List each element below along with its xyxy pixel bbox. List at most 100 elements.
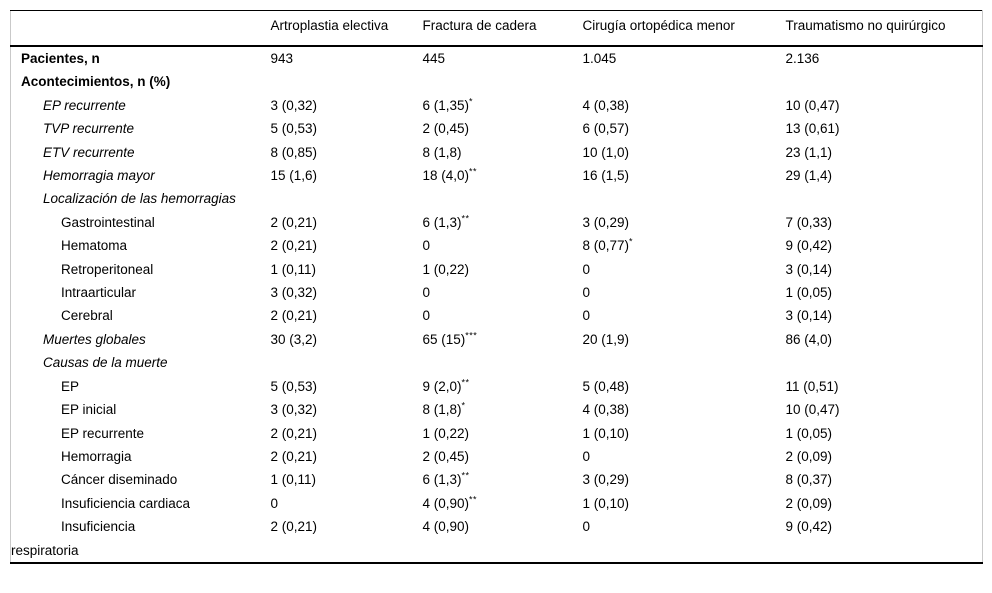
value-cell: 16 (1,5) (582, 168, 630, 184)
table-row: Insuficiencia respiratoria 2 (0,21) 4 (0,9… (11, 515, 983, 563)
table-row: Localización de las hemorragias (11, 187, 983, 210)
value-cell: 86 (4,0) (785, 331, 833, 347)
table-row: Retroperitoneal 1 (0,11) 1 (0,22) 0 3 (0,14) (11, 258, 983, 281)
value-cell: 5 (0,53) (270, 378, 318, 394)
significance-marker: ** (461, 377, 470, 388)
significance-marker: *** (465, 330, 478, 341)
value-cell: 1 (0,05) (785, 425, 833, 441)
row-label: Insuficiencia cardiaca (61, 495, 191, 511)
value-cell: 2 (0,21) (270, 519, 318, 535)
table-row: Cáncer diseminado 1 (0,11) 6 (1,3)** 3 (0,2… (11, 468, 983, 491)
value-cell: 9 (0,42) (785, 238, 833, 254)
value-cell: 2 (0,45) (422, 121, 470, 137)
value-cell (784, 351, 983, 374)
table-row: Causas de la muerte (11, 351, 983, 374)
value-cell: 10 (1,0) (582, 144, 630, 160)
table-body: Pacientes, n 943 445 1.045 2.136 Acontecimien… (11, 46, 983, 563)
table-row: EP recurrente 2 (0,21) 1 (0,22) 1 (0,10) 1 (… (11, 422, 983, 445)
row-label: ETV recurrente (43, 144, 135, 160)
value-cell: 20 (1,9) (582, 331, 630, 347)
value-cell (581, 187, 784, 210)
value-cell: 23 (1,1) (785, 144, 833, 160)
row-label: Gastrointestinal (61, 214, 155, 230)
significance-marker: * (469, 96, 474, 107)
row-label: Cáncer diseminado (61, 472, 178, 488)
value-cell: 10 (0,47) (785, 97, 840, 113)
value-cell: 8 (0,37) (785, 472, 833, 488)
value-cell: 18 (4,0)** (422, 166, 478, 184)
value-cell: 6 (1,35)* (422, 96, 474, 113)
value-cell: 4 (0,38) (582, 402, 630, 418)
row-label: Cerebral (61, 308, 113, 324)
row-label: Retroperitoneal (61, 261, 154, 277)
value-cell (269, 70, 421, 93)
table-row: Intraarticular 3 (0,32) 0 0 1 (0,05) (11, 281, 983, 304)
significance-marker: * (461, 400, 466, 411)
value-cell (581, 351, 784, 374)
row-label: EP (61, 378, 80, 394)
value-cell (784, 70, 983, 93)
value-cell: 7 (0,33) (785, 214, 833, 230)
value-cell: 2 (0,21) (270, 448, 318, 464)
table-row: Pacientes, n 943 445 1.045 2.136 (11, 46, 983, 70)
value-cell: 1 (0,22) (422, 261, 470, 277)
row-label: Localización de las hemorragias (43, 191, 236, 207)
value-cell: 0 (582, 261, 591, 277)
value-cell: 0 (582, 448, 591, 464)
table-row: Insuficiencia cardiaca 0 4 (0,90)** 1 (0,10… (11, 492, 983, 515)
significance-marker: ** (461, 213, 470, 224)
value-cell: 943 (270, 51, 294, 66)
value-cell: 10 (0,47) (785, 402, 840, 418)
value-cell: 0 (270, 495, 279, 511)
value-cell: 0 (582, 308, 591, 324)
value-cell: 1.045 (582, 51, 617, 66)
value-cell: 2.136 (785, 51, 820, 66)
value-cell: 3 (0,14) (785, 308, 833, 324)
table-row: Hematoma 2 (0,21) 0 8 (0,77)* 9 (0,42) (11, 234, 983, 257)
value-cell: 2 (0,09) (785, 495, 833, 511)
value-cell: 0 (422, 308, 431, 324)
value-cell: 2 (0,45) (422, 448, 470, 464)
value-cell: 9 (0,42) (785, 519, 833, 535)
value-cell (269, 351, 421, 374)
value-cell: 5 (0,53) (270, 121, 318, 137)
value-cell (581, 70, 784, 93)
row-label: Intraarticular (61, 285, 137, 301)
value-cell: 30 (3,2) (270, 331, 318, 347)
value-cell: 1 (0,10) (582, 495, 630, 511)
table-row: Muertes globales 30 (3,2) 65 (15)*** 20 (1,… (11, 328, 983, 351)
table-row: Hemorragia mayor 15 (1,6) 18 (4,0)** 16 (1,… (11, 164, 983, 187)
row-label: EP inicial (61, 402, 117, 418)
value-cell: 2 (0,21) (270, 214, 318, 230)
value-cell (421, 187, 581, 210)
header-row: Artroplastia electiva Fractura de cadera… (10, 10, 983, 47)
value-cell: 8 (0,85) (270, 144, 318, 160)
table-row: TVP recurrente 5 (0,53) 2 (0,45) 6 (0,57) 13… (11, 117, 983, 140)
row-label: TVP recurrente (43, 121, 135, 137)
value-cell: 65 (15)*** (422, 330, 478, 347)
significance-marker: * (629, 236, 634, 247)
value-cell: 9 (2,0)** (422, 377, 470, 394)
row-label: Causas de la muerte (43, 355, 168, 371)
value-cell: 2 (0,21) (270, 425, 318, 441)
value-cell (421, 70, 581, 93)
table-row: ETV recurrente 8 (0,85) 8 (1,8) 10 (1,0) 23 … (11, 141, 983, 164)
row-label: Hemorragia mayor (43, 168, 155, 184)
value-cell: 15 (1,6) (270, 168, 318, 184)
value-cell: 1 (0,22) (422, 425, 470, 441)
value-cell: 1 (0,11) (270, 472, 317, 488)
value-cell (784, 187, 983, 210)
table-row: Cerebral 2 (0,21) 0 0 3 (0,14) (11, 304, 983, 327)
value-cell: 2 (0,21) (270, 308, 318, 324)
row-label: Hemorragia (61, 448, 132, 464)
value-cell: 29 (1,4) (785, 168, 833, 184)
value-cell: 6 (0,57) (582, 121, 630, 137)
row-label: EP recurrente (43, 97, 126, 113)
value-cell: 0 (582, 285, 591, 301)
value-cell: 4 (0,90)** (422, 494, 478, 511)
row-label-header (10, 10, 269, 47)
value-cell: 1 (0,11) (270, 261, 317, 277)
value-cell: 3 (0,32) (270, 402, 318, 418)
value-cell: 8 (1,8) (422, 144, 462, 160)
